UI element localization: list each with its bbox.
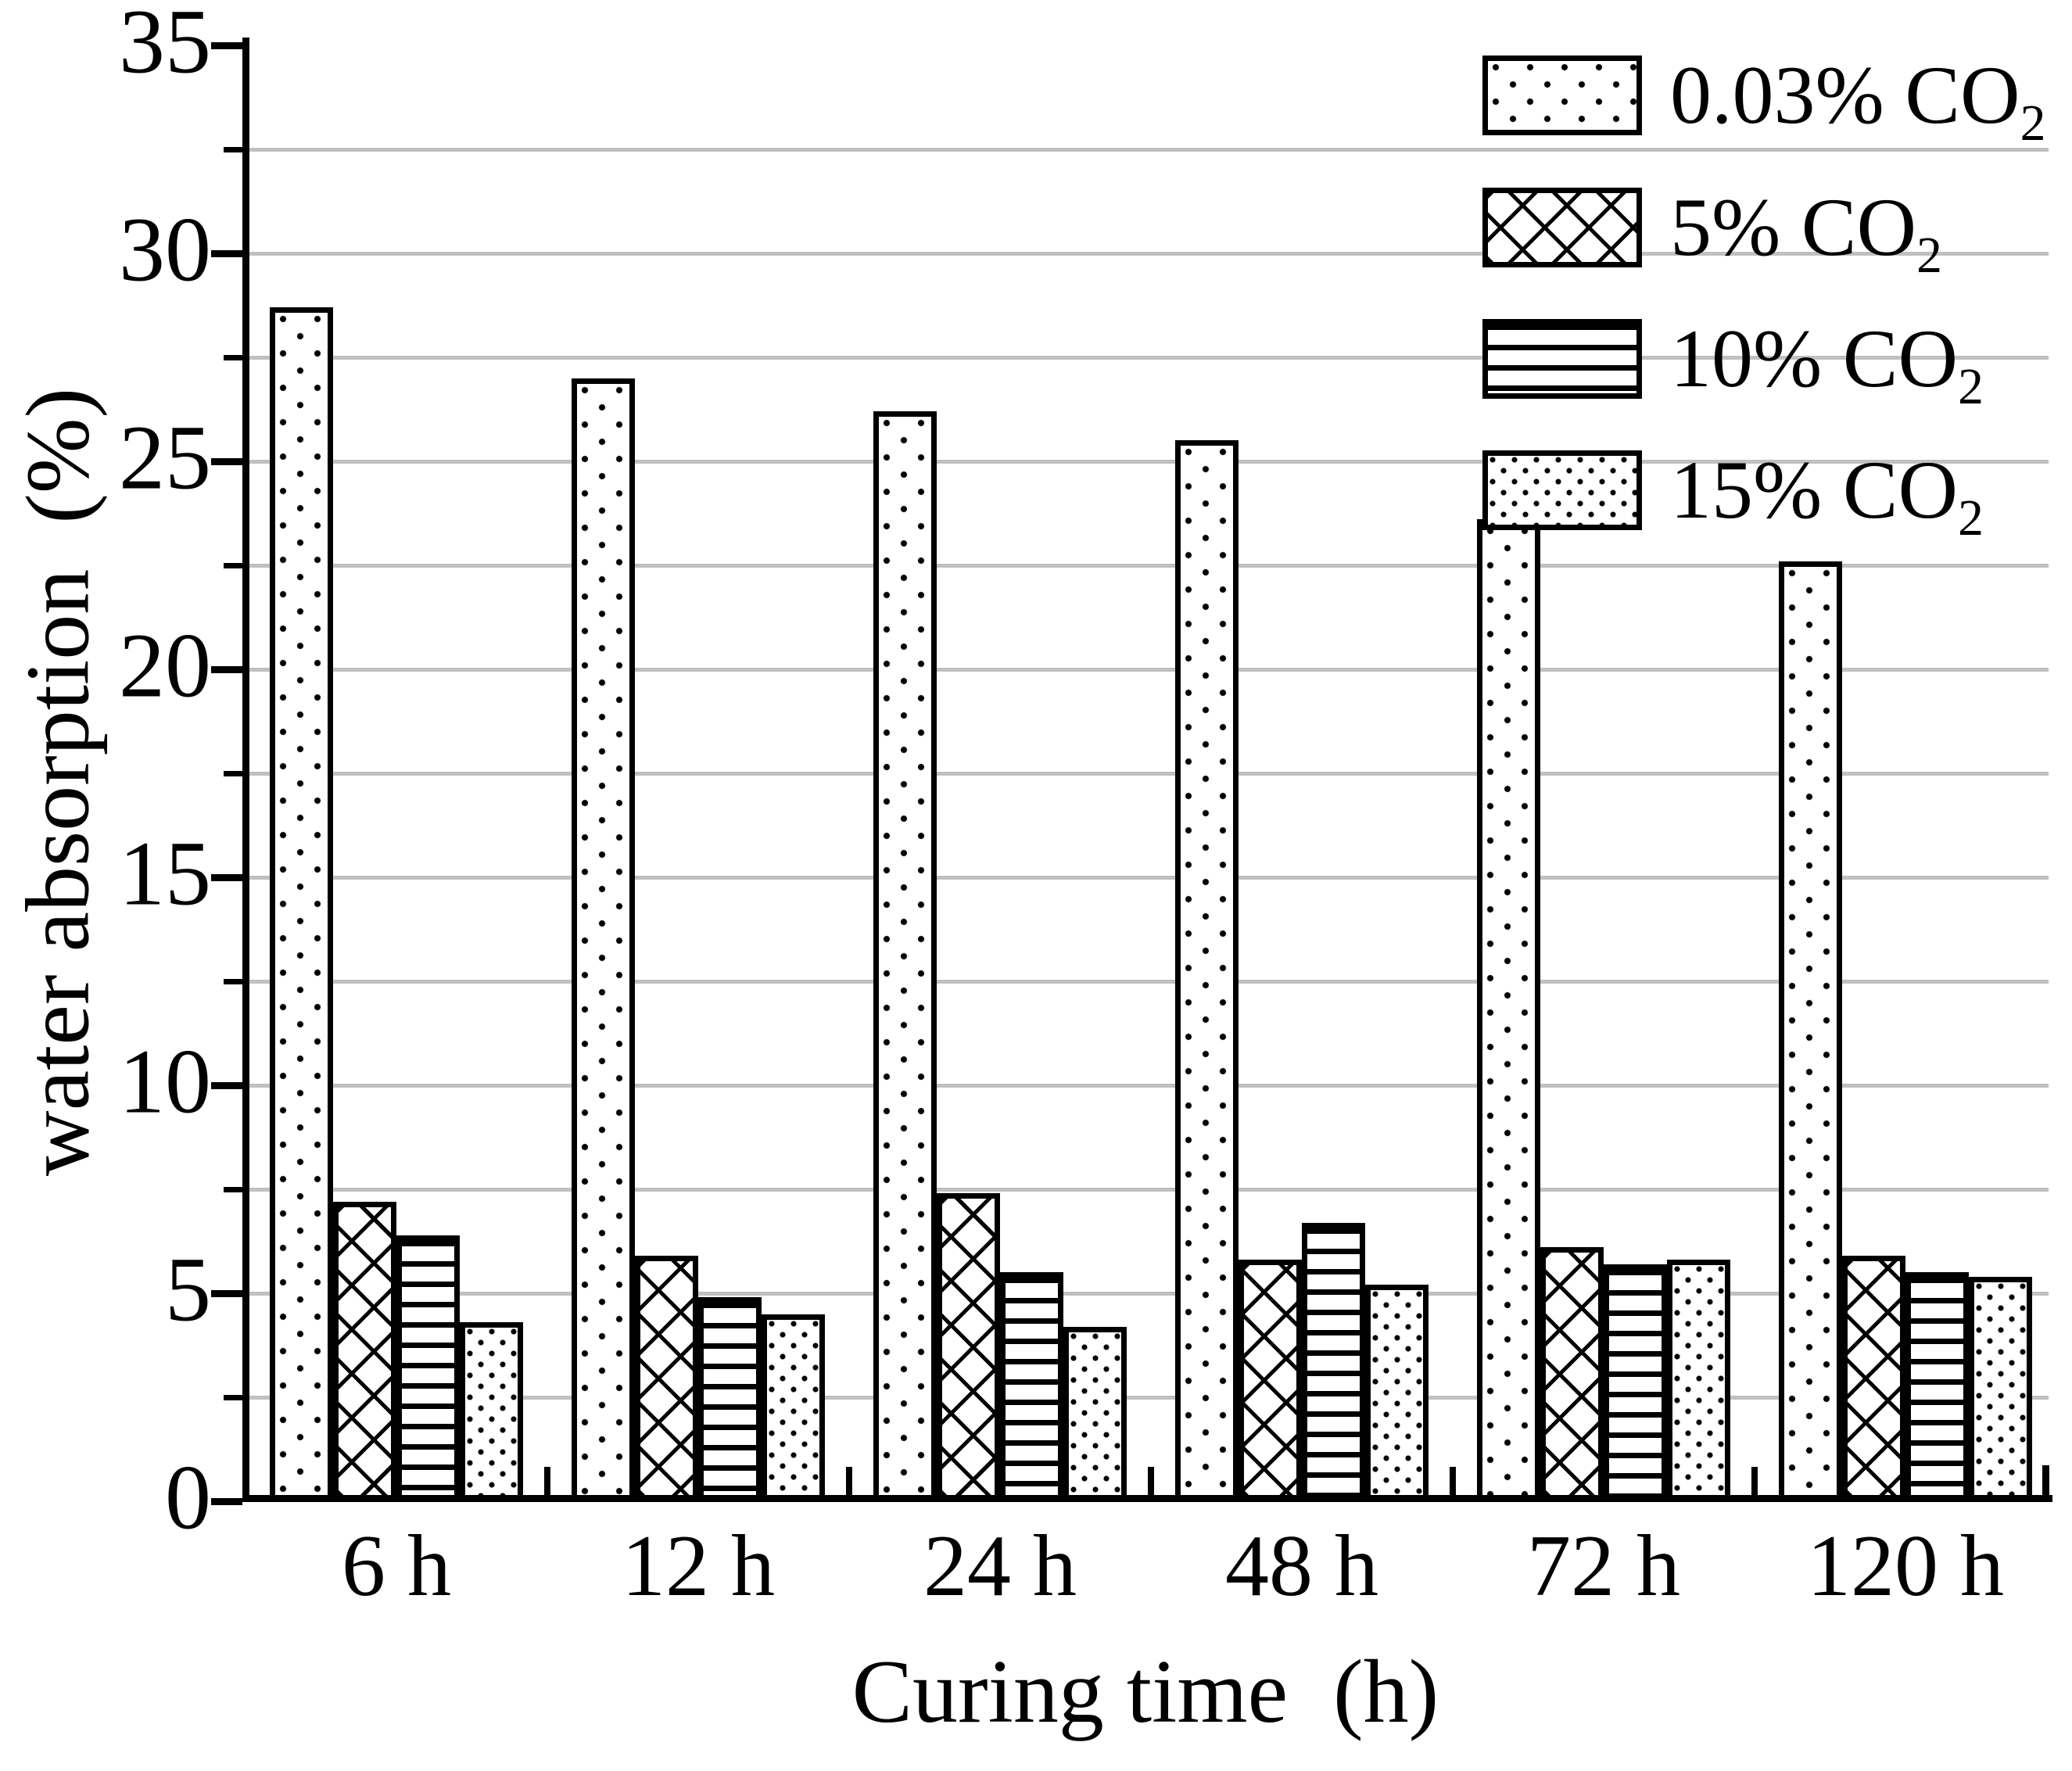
x-category-label: 48 h [1225,1518,1378,1615]
bar-0-03-co2-12-h [572,378,635,1501]
y-axis-major-tick [211,874,242,881]
y-axis-major-tick [211,42,242,49]
bar-5-co2-120-h [1842,1256,1905,1501]
gridline [242,252,2049,256]
legend-label-text: 15% CO [1670,444,1959,536]
legend-label-subscript: 2 [1958,489,1984,547]
y-tick-label: 35 [119,0,211,93]
bar-0-03-co2-120-h [1779,561,1842,1501]
bar-10-co2-12-h [698,1297,762,1501]
bar-5-co2-6-h [333,1202,396,1501]
y-tick-label: 20 [119,614,211,717]
gridline [242,1396,2049,1400]
legend-label-text: 10% CO [1670,313,1959,404]
bar-10-co2-120-h [1905,1272,1969,1501]
x-axis-minor-tick [1751,1467,1758,1495]
legend-label-text: 5% CO [1670,181,1917,273]
bar-0-03-co2-6-h [270,307,333,1501]
legend-label-subscript: 2 [1916,227,1942,285]
legend-label: 15% CO2 [1670,449,1984,544]
legend-item: 10% CO2 [1482,312,1984,413]
y-tick-label: 10 [119,1030,211,1133]
x-axis-line [242,1495,2052,1502]
y-axis-minor-tick [224,979,242,984]
y-axis-major-tick [211,666,242,673]
gridline [242,564,2049,568]
bar-15-co2-12-h [762,1314,825,1501]
bar-0-03-co2-24-h [873,411,937,1501]
gridline [242,1084,2049,1088]
legend-label: 5% CO2 [1670,186,1942,281]
bar-5-co2-24-h [937,1193,1000,1501]
bar-0-03-co2-72-h [1477,519,1540,1501]
y-tick-label: 30 [119,198,211,301]
y-axis-minor-tick [224,1395,242,1400]
legend-item: 0.03% CO2 [1482,48,2045,149]
y-axis-line [242,38,249,1502]
bar-15-co2-48-h [1365,1285,1429,1501]
x-axis-minor-tick [846,1467,852,1495]
legend-label-subscript: 2 [1958,358,1984,416]
legend-swatch-hlines-icon [1482,319,1642,399]
bar-15-co2-6-h [460,1322,523,1501]
y-axis-minor-tick [224,771,242,776]
gridline [242,356,2049,360]
bar-5-co2-72-h [1540,1247,1604,1501]
bar-10-co2-24-h [1000,1272,1063,1501]
bar-0-03-co2-48-h [1175,440,1239,1501]
y-axis-major-tick [211,1290,242,1297]
y-tick-label: 15 [119,822,211,925]
x-category-label: 6 h [342,1518,451,1615]
y-axis-minor-tick [224,355,242,360]
y-axis-major-tick [211,1082,242,1089]
x-category-label: 24 h [923,1518,1077,1615]
legend-label: 10% CO2 [1670,317,1984,413]
x-axis-minor-tick [544,1467,550,1495]
y-tick-label: 25 [119,406,211,509]
x-axis-title: Curing time (h) [851,1642,1439,1742]
y-tick-label: 5 [165,1238,211,1341]
x-category-label: 12 h [622,1518,775,1615]
bar-15-co2-72-h [1667,1260,1730,1501]
legend-item: 5% CO2 [1482,181,1942,281]
bar-5-co2-48-h [1239,1260,1302,1501]
legend-swatch-dots-sparse-icon [1482,56,1642,135]
gridline [242,1188,2049,1192]
y-axis-minor-tick [224,563,242,568]
y-axis-major-tick [211,250,242,257]
legend-item: 15% CO2 [1482,443,1984,544]
bar-10-co2-6-h [396,1235,460,1501]
gridline [242,980,2049,984]
bar-15-co2-24-h [1063,1327,1127,1501]
x-axis-minor-tick [1148,1467,1154,1495]
legend-label-subscript: 2 [2020,95,2046,152]
gridline [242,460,2049,464]
bar-10-co2-72-h [1604,1264,1667,1501]
legend-swatch-dots-dense-icon [1482,450,1642,530]
y-axis-major-tick [211,1498,242,1505]
x-axis-minor-tick [1450,1467,1456,1495]
y-axis-minor-tick [224,147,242,152]
bar-15-co2-120-h [1969,1277,2032,1501]
gridline [242,876,2049,880]
y-tick-label: 0 [165,1446,211,1549]
legend-label-text: 0.03% CO [1670,49,2020,141]
gridline [242,668,2049,672]
x-category-label: 120 h [1807,1518,2004,1615]
y-axis-minor-tick [224,1187,242,1192]
legend-label: 0.03% CO2 [1670,54,2045,149]
bar-10-co2-48-h [1302,1223,1365,1501]
gridline [242,148,2049,152]
y-axis-major-tick [211,458,242,465]
x-category-label: 72 h [1527,1518,1680,1615]
bar-5-co2-12-h [635,1256,698,1501]
gridline [242,772,2049,776]
x-axis-end-tick [2042,1465,2049,1495]
legend-swatch-crosshatch-icon [1482,188,1642,267]
gridline [242,1292,2049,1296]
